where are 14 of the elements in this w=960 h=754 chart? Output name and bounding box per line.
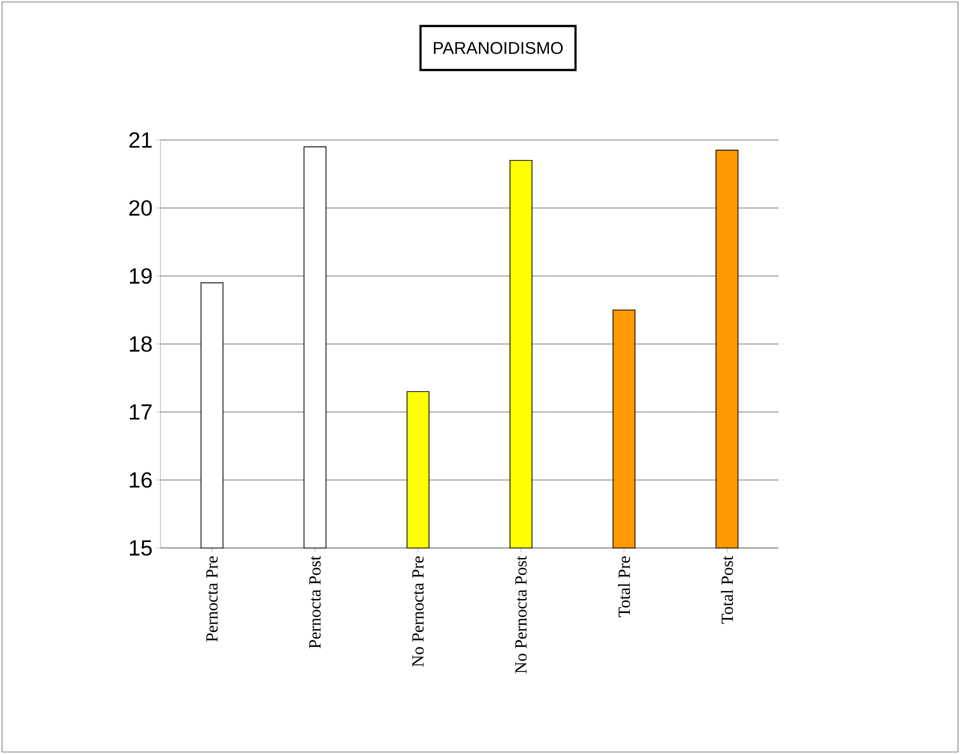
y-tick-label: 17 [130,404,152,420]
y-tick-label: 19 [130,268,152,284]
y-tick-label: 21 [129,132,152,148]
x-tick-label: Pernocta Pre [206,556,218,642]
x-tick-label: Total Post [721,556,733,624]
y-tick-label: 18 [130,336,152,352]
y-tick-label: 16 [130,472,152,488]
y-tick-label: 20 [129,200,152,216]
y-tick-label: 15 [130,540,152,556]
chart-title: PARANOIDISMO [434,42,563,54]
x-tick-label: No Pernocta Post [515,556,527,674]
x-tick-label: No Pernocta Pre [412,556,424,667]
x-tick-label: Pernocta Post [309,556,321,648]
x-tick-label: Total Pre [618,556,630,618]
